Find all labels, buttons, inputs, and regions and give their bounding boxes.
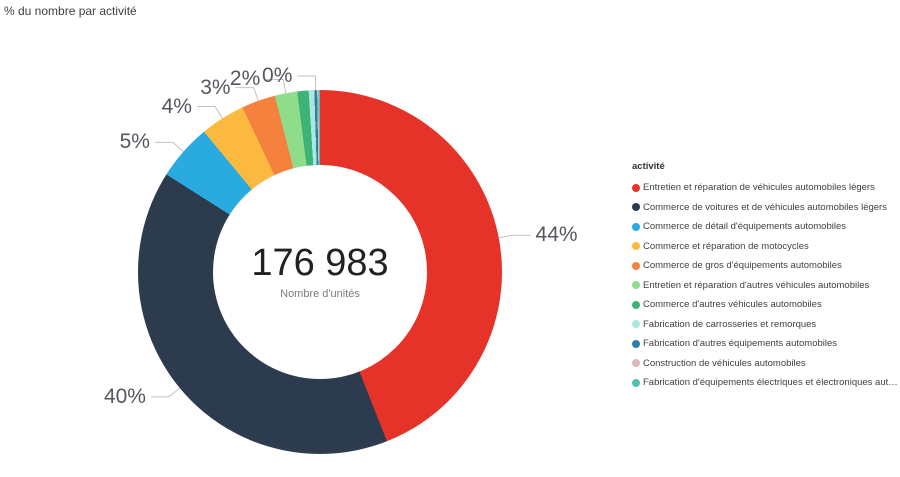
leader-line (265, 78, 287, 94)
legend-title: activité (632, 161, 665, 172)
legend-item[interactable]: Entretien et réparation de véhicules aut… (632, 181, 900, 194)
donut-hole: 176 983 Nombre d'unités (213, 165, 427, 379)
legend-swatch-icon (632, 320, 640, 328)
leader-line (498, 234, 531, 239)
legend-item[interactable]: Commerce et réparation de motocycles (632, 240, 900, 253)
legend-item[interactable]: Commerce d'autres véhicules automobiles (632, 298, 900, 311)
percent-label: 5% (119, 130, 150, 154)
legend-item[interactable]: Fabrication d'équipements électriques et… (632, 376, 900, 389)
legend-item[interactable]: Fabrication d'autres équipements automob… (632, 337, 900, 350)
leader-line (154, 141, 184, 153)
leader-line (235, 87, 259, 101)
legend-label: Fabrication d'équipements électriques et… (643, 377, 900, 388)
legend-swatch-icon (632, 378, 640, 387)
legend-item[interactable]: Entretien et réparation d'autres véhicul… (632, 279, 900, 292)
legend-label: Entretien et réparation d'autres véhicul… (643, 279, 870, 291)
leader-line (297, 75, 317, 91)
legend-swatch-icon (632, 242, 640, 250)
legend-item[interactable]: Commerce de détail d'équipements automob… (632, 220, 900, 233)
legend-swatch-icon (632, 203, 640, 211)
percent-label: 4% (161, 94, 192, 118)
legend-label: Commerce et réparation de motocycles (643, 240, 809, 252)
legend-label: Commerce de détail d'équipements automob… (643, 221, 847, 232)
legend-label: Entretien et réparation de véhicules aut… (643, 182, 875, 193)
legend-item[interactable]: Commerce de gros d'équipements automobil… (632, 259, 900, 272)
legend-items: Entretien et réparation de véhicules aut… (632, 181, 900, 389)
legend-item[interactable]: Commerce de voitures et de véhicules aut… (632, 201, 900, 214)
percent-label: 40% (103, 384, 146, 408)
legend-label: Fabrication de carrosseries et remorques (643, 318, 817, 330)
legend-swatch-icon (632, 339, 640, 348)
chart-title: % du nombre par activité (4, 4, 137, 18)
legend: activité Entretien et réparation de véhi… (632, 161, 900, 396)
legend-label: Commerce de gros d'équipements automobil… (643, 260, 842, 271)
legend-item[interactable]: Construction de véhicules automobiles (632, 357, 900, 370)
legend-label: Commerce de voitures et de véhicules aut… (643, 201, 887, 213)
legend-swatch-icon (632, 261, 640, 270)
legend-label: Commerce d'autres véhicules automobiles (643, 299, 822, 310)
legend-swatch-icon (632, 300, 640, 309)
legend-swatch-icon (632, 359, 640, 367)
legend-item[interactable]: Fabrication de carrosseries et remorques (632, 318, 900, 331)
legend-swatch-icon (632, 222, 640, 231)
legend-label: Fabrication d'autres équipements automob… (643, 338, 838, 349)
legend-swatch-icon (632, 281, 640, 289)
legend-label: Construction de véhicules automobiles (643, 357, 806, 369)
center-label: Nombre d'unités (280, 287, 360, 300)
percent-label: 44% (535, 223, 578, 247)
percent-label: 2% (229, 67, 261, 91)
leader-line (150, 387, 181, 398)
center-value: 176 983 (251, 242, 389, 285)
percent-label: 3% (200, 75, 231, 99)
percent-label: 0% (262, 64, 293, 88)
leader-line (196, 106, 223, 119)
legend-swatch-icon (632, 183, 640, 192)
